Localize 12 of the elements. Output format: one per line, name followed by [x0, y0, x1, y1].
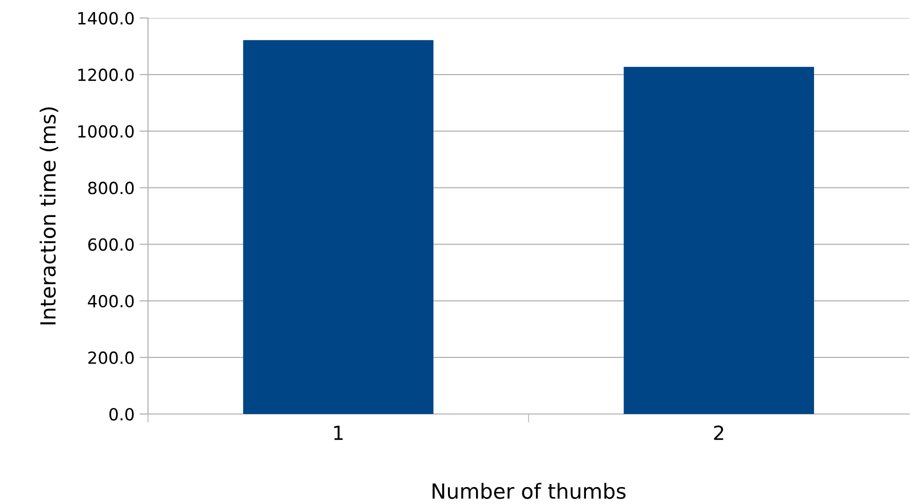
x-tick-label: 1 [334, 426, 343, 440]
y-axis-title: Interaction time (ms) [40, 107, 58, 324]
x-axis-title: Number of thumbs [432, 482, 626, 499]
y-tick-label: 1000.0 [78, 125, 134, 138]
y-tick-label: 1200.0 [78, 68, 134, 82]
y-tick-label: 600.0 [88, 238, 134, 251]
y-tick-label: 1400.0 [78, 12, 134, 25]
y-tick-label: 400.0 [88, 294, 134, 308]
y-tick-label: 0.0 [109, 408, 134, 421]
y-tick-label: 800.0 [88, 182, 134, 194]
x-tick-label: 2 [714, 425, 724, 440]
y-tick-label: 200.0 [88, 351, 134, 364]
